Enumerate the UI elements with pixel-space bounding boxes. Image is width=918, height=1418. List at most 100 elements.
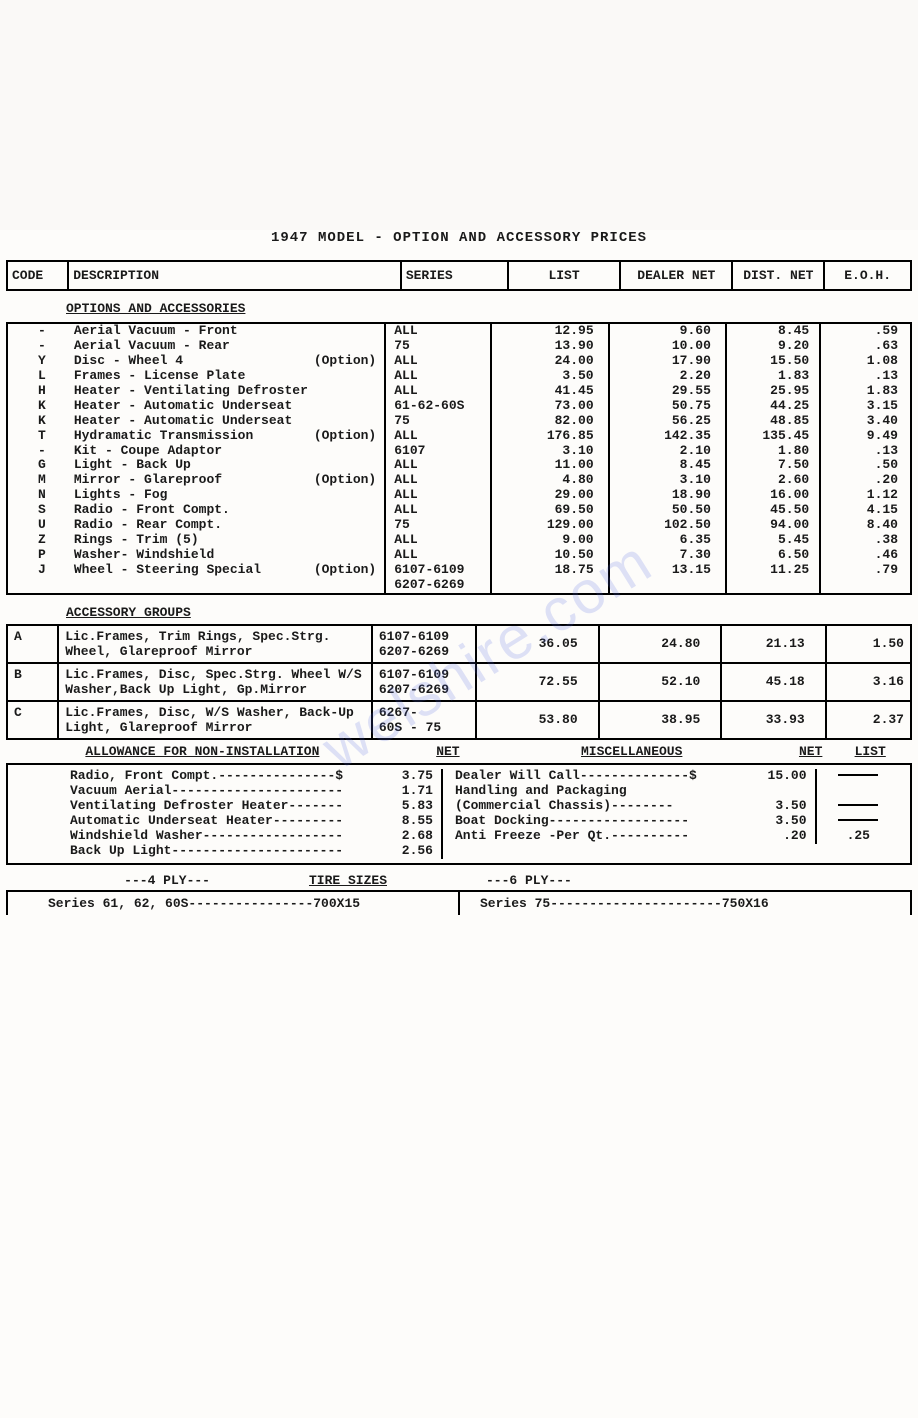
opt-dist: 1.83 [726,369,820,384]
opt-series: ALL [385,488,491,503]
opt-eoh: 3.15 [820,399,910,414]
opt-desc: Wheel - Steering Special(Option) [70,563,385,593]
opt-list: 10.50 [491,548,608,563]
opt-series: 6107-61096207-6269 [385,563,491,593]
opt-dealer: 56.25 [609,414,726,429]
opt-list: 82.00 [491,414,608,429]
misc-net: 3.50 [727,799,816,814]
opt-code: J [8,563,70,593]
grp-list: 53.80 [476,701,599,739]
opt-dist: 9.20 [726,339,820,354]
opt-desc: Heater - Automatic Underseat [70,414,385,429]
allow-desc: Ventilating Defroster Heater------- [66,799,374,814]
opt-dealer: 29.55 [609,384,726,399]
opt-series: 75 [385,339,491,354]
opt-desc: Rings - Trim (5) [70,533,385,548]
opt-list: 69.50 [491,503,608,518]
section-groups: ACCESSORY GROUPS [6,595,912,624]
opt-code: G [8,458,70,473]
opt-dist: 11.25 [726,563,820,593]
hdr-code: CODE [7,261,68,290]
grp-code: B [7,663,58,701]
hdr-desc: DESCRIPTION [68,261,401,290]
opt-desc: Aerial Vacuum - Rear [70,339,385,354]
opt-desc: Frames - License Plate [70,369,385,384]
allow-desc: Windshield Washer------------------ [66,829,374,844]
opt-series: ALL [385,429,491,444]
opt-dealer: 102.50 [609,518,726,533]
opt-list: 176.85 [491,429,608,444]
page-title: 1947 MODEL - OPTION AND ACCESSORY PRICES [6,230,912,246]
allow-desc: Back Up Light---------------------- [66,844,374,859]
opt-list: 18.75 [491,563,608,593]
opt-eoh: 9.49 [820,429,910,444]
opt-code: L [8,369,70,384]
tire-left: Series 61, 62, 60S----------------700X15 [7,891,459,915]
misc-net: .20 [727,829,816,844]
options-block: -Aerial Vacuum - FrontALL12.959.608.45.5… [6,322,912,595]
opt-dealer: 3.10 [609,473,726,488]
opt-series: 61-62-60S [385,399,491,414]
opt-code: M [8,473,70,488]
opt-desc: Kit - Coupe Adaptor [70,444,385,459]
opt-series: 75 [385,414,491,429]
opt-list: 73.00 [491,399,608,414]
grp-code: A [7,625,58,663]
opt-dist: 16.00 [726,488,820,503]
misc-net: 3.50 [727,814,816,829]
opt-eoh: .13 [820,369,910,384]
opt-code: H [8,384,70,399]
ply4: ---4 PLY--- [6,865,214,890]
opt-list: 41.45 [491,384,608,399]
allowance-list: Radio, Front Compt.---------------$3.75V… [18,769,443,859]
allow-desc: Automatic Underseat Heater--------- [66,814,374,829]
opt-list: 11.00 [491,458,608,473]
misc-net: 15.00 [727,769,816,784]
opt-list: 12.95 [491,324,608,339]
opt-dist: 48.85 [726,414,820,429]
hdr-series: SERIES [401,261,508,290]
opt-dealer: 10.00 [609,339,726,354]
opt-dist: 135.45 [726,429,820,444]
opt-series: ALL [385,503,491,518]
opt-series: ALL [385,369,491,384]
opt-dealer: 2.20 [609,369,726,384]
opt-eoh: .63 [820,339,910,354]
allow-desc: Vacuum Aerial---------------------- [66,784,374,799]
opt-series: ALL [385,533,491,548]
grp-dist: 45.18 [721,663,825,701]
opt-series: ALL [385,384,491,399]
opt-dist: 1.80 [726,444,820,459]
opt-series: 6107 [385,444,491,459]
grp-desc: Lic.Frames, Disc, Spec.Strg. Wheel W/S W… [58,663,372,701]
opt-dealer: 13.15 [609,563,726,593]
grp-series: 6107-61096207-6269 [372,663,476,701]
opt-dist: 15.50 [726,354,820,369]
opt-dealer: 2.10 [609,444,726,459]
allow-net: 1.71 [374,784,442,799]
allowance-block: Radio, Front Compt.---------------$3.75V… [6,763,912,865]
opt-eoh: 1.83 [820,384,910,399]
misc-list: Dealer Will Call--------------$15.00Hand… [451,769,900,844]
opt-list: 24.00 [491,354,608,369]
hdr-list-2: LIST [828,740,912,763]
header-table: CODE DESCRIPTION SERIES LIST DEALER NET … [6,260,912,291]
misc-net [727,784,816,799]
opt-dist: 8.45 [726,324,820,339]
grp-series: 6107-61096207-6269 [372,625,476,663]
opt-dist: 6.50 [726,548,820,563]
opt-code: T [8,429,70,444]
opt-dist: 25.95 [726,384,820,399]
grp-list: 72.55 [476,663,599,701]
opt-desc: Radio - Front Compt. [70,503,385,518]
tire-right: Series 75----------------------750X16 [459,891,911,915]
section-tires: TIRE SIZES [214,865,482,890]
opt-code: Y [8,354,70,369]
misc-list-val [816,784,900,799]
allow-desc: Radio, Front Compt.---------------$ [66,769,374,784]
document-page: welshire.com 1947 MODEL - OPTION AND ACC… [0,230,918,1418]
opt-desc: Light - Back Up [70,458,385,473]
opt-dealer: 50.75 [609,399,726,414]
hdr-net-1: NET [397,740,465,763]
opt-code: K [8,399,70,414]
